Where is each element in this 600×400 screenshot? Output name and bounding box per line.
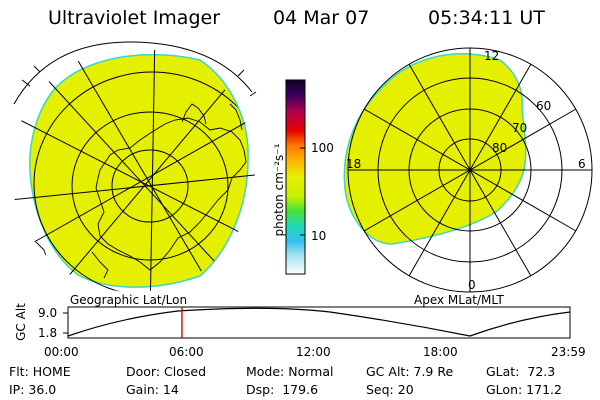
mlat-label-80: 80 — [492, 141, 508, 155]
status-door: Door: Closed — [126, 364, 207, 379]
mlt-label-12: 12 — [484, 49, 500, 63]
orbit-x-tick: 12:00 — [296, 345, 331, 359]
altitude-curve — [67, 307, 571, 337]
status-gain: Gain: 14 — [126, 382, 179, 397]
status-glat: GLat: 72.3 — [486, 364, 556, 379]
orbit-x-tick: 06:00 — [169, 345, 204, 359]
magnetic-polar-plot — [343, 47, 593, 293]
colorbar-tick-100: 100 — [311, 141, 334, 155]
mlt-label-18: 18 — [346, 157, 362, 171]
mlt-label-6: 6 — [578, 157, 586, 171]
mlat-label-60: 60 — [536, 99, 552, 113]
orbit-x-tick: 00:00 — [44, 345, 79, 359]
orbit-y-title: GC Alt — [14, 303, 28, 341]
status-mode: Mode: Normal — [246, 364, 334, 379]
colorbar-unit-label: photon cm⁻²s⁻¹ — [272, 143, 286, 237]
status-ip: IP: 36.0 — [9, 382, 57, 397]
orbit-y-tick-max: 9.0 — [38, 306, 58, 320]
color-scale-bar — [285, 79, 306, 275]
geographic-map — [11, 41, 257, 292]
orbit-y-tick-min: 1.8 — [38, 326, 58, 340]
status-gc-alt: GC Alt: 7.9 Re — [366, 364, 454, 379]
orbit-x-tick: 23:59 — [551, 345, 586, 359]
date-label: 04 Mar 07 — [273, 7, 370, 29]
right-panel-caption: Apex MLat/MLT — [414, 293, 504, 307]
status-glon: GLon: 171.2 — [486, 382, 562, 397]
orbit-x-tick: 18:00 — [423, 345, 458, 359]
status-flight: Flt: HOME — [9, 364, 71, 379]
right-image-fill — [343, 53, 527, 245]
time-label: 05:34:11 UT — [428, 7, 545, 29]
left-panel-caption: Geographic Lat/Lon — [70, 293, 188, 307]
instrument-title: Ultraviolet Imager — [48, 7, 221, 29]
status-seq: Seq: 20 — [366, 382, 414, 397]
mlat-label-70: 70 — [512, 121, 528, 135]
status-dsp: Dsp: 179.6 — [246, 382, 319, 397]
mlt-label-0: 0 — [468, 278, 476, 292]
colorbar-tick-10: 10 — [311, 229, 327, 243]
orbit-altitude-plot — [63, 306, 571, 339]
